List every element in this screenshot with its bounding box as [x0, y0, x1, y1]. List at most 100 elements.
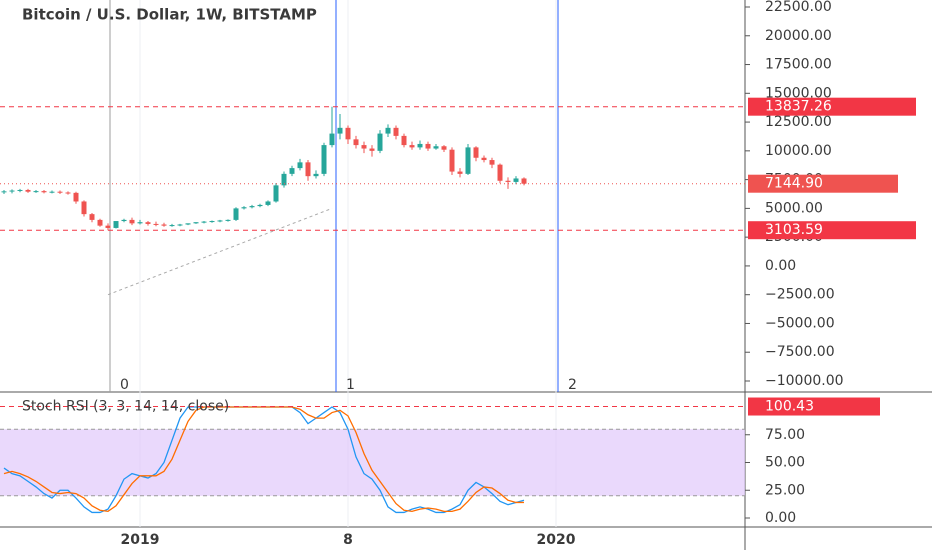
candle-body: [449, 149, 455, 172]
price-label-bg: [748, 97, 916, 116]
y-tick-label: 15000.00: [765, 85, 832, 101]
candle-body: [497, 164, 503, 181]
candle-body: [425, 143, 431, 149]
candle-body: [409, 145, 415, 148]
candle-body: [9, 190, 15, 192]
candle-body: [457, 171, 463, 174]
candle-body: [297, 162, 303, 169]
candle-body: [489, 160, 495, 165]
candle-body: [97, 219, 103, 226]
level-label: 100.43: [765, 399, 814, 415]
candle-body: [153, 223, 159, 225]
x-tick-label: 8: [343, 532, 353, 548]
y-tick-label: −7500.00: [765, 344, 835, 360]
y-tick-label: 0.00: [765, 258, 796, 274]
candle-body: [521, 178, 527, 184]
candle-body: [33, 191, 39, 193]
candle-body: [465, 147, 471, 174]
y-tick-label: −5000.00: [765, 315, 835, 331]
y-tick-label: 20000.00: [765, 28, 832, 44]
candle-body: [433, 146, 439, 149]
candle-body: [361, 145, 367, 149]
y-tick-label: 75.00: [765, 427, 805, 443]
candle-body: [345, 127, 351, 140]
y-tick-label: −10000.00: [765, 373, 844, 389]
candle-body: [273, 185, 279, 202]
candle-body: [353, 139, 359, 146]
y-tick-label: −2500.00: [765, 287, 835, 303]
candle-body: [105, 225, 111, 228]
candle-body: [25, 189, 31, 192]
fib-zone-label: 1: [346, 377, 355, 393]
price-label-bg: [748, 221, 916, 240]
candle-body: [217, 220, 223, 222]
candle-body: [81, 201, 87, 215]
y-tick-label: 5000.00: [765, 200, 823, 216]
candle-body: [393, 127, 399, 136]
candle-body: [241, 207, 247, 209]
candle-body: [89, 214, 95, 220]
candle-body: [417, 143, 423, 148]
candle-body: [193, 222, 199, 224]
candle-body: [257, 204, 263, 207]
candle-body: [377, 133, 383, 151]
candle-body: [121, 219, 127, 222]
candle-body: [209, 221, 215, 223]
candle-body: [57, 191, 63, 193]
price-label: 13837.26: [765, 99, 832, 115]
candle-body: [129, 219, 135, 224]
fib-zone-label: 0: [120, 377, 129, 393]
stoch-band: [0, 429, 745, 496]
candle-body: [17, 189, 23, 191]
chart-title: Bitcoin / U.S. Dollar, 1W, BITSTAMP: [22, 6, 317, 24]
candle-body: [49, 191, 55, 193]
y-tick-label: 10000.00: [765, 143, 832, 159]
candle-body: [233, 208, 239, 220]
candle-body: [313, 173, 319, 177]
candle-body: [185, 223, 191, 225]
price-label-bg: [748, 174, 898, 193]
candle-body: [113, 221, 119, 228]
candle-body: [473, 147, 479, 158]
candle-body: [385, 127, 391, 134]
candle-body: [161, 224, 167, 226]
candle-body: [137, 222, 143, 224]
candle-body: [73, 192, 79, 202]
candle-body: [481, 157, 487, 161]
candle-body: [281, 173, 287, 186]
candle-body: [441, 146, 447, 150]
y-tick-label: 25.00: [765, 482, 805, 498]
candle-body: [201, 221, 207, 223]
candle-body: [169, 225, 175, 227]
candle-body: [225, 219, 231, 221]
x-tick-label: 2019: [121, 532, 160, 548]
x-tick-label: 2020: [537, 532, 576, 548]
candle-body: [369, 148, 375, 151]
fib-zone-label: 2: [568, 377, 577, 393]
candle-body: [337, 127, 343, 134]
candle-body: [401, 135, 407, 146]
candle-body: [505, 180, 511, 182]
candle-body: [265, 201, 271, 205]
candle-body: [65, 192, 71, 194]
candle-body: [177, 224, 183, 226]
trend-line: [107, 207, 333, 296]
candle-body: [329, 133, 335, 146]
y-tick-label: 12500.00: [765, 114, 832, 130]
candle-body: [145, 222, 151, 224]
candle-body: [305, 162, 311, 177]
candle-body: [249, 206, 255, 208]
candle-body: [289, 168, 295, 174]
price-label: 3103.59: [765, 222, 823, 238]
candle-body: [513, 178, 519, 182]
y-tick-label: 50.00: [765, 455, 805, 471]
y-tick-label: 17500.00: [765, 57, 832, 73]
candle-body: [321, 145, 327, 174]
indicator-title: Stoch RSI (3, 3, 14, 14, close): [22, 399, 229, 415]
y-tick-label: 0.00: [765, 510, 796, 526]
level-label-bg: [748, 397, 880, 416]
candle-body: [41, 191, 47, 193]
price-label: 7144.90: [765, 176, 823, 192]
y-tick-label: 22500.00: [765, 0, 832, 15]
